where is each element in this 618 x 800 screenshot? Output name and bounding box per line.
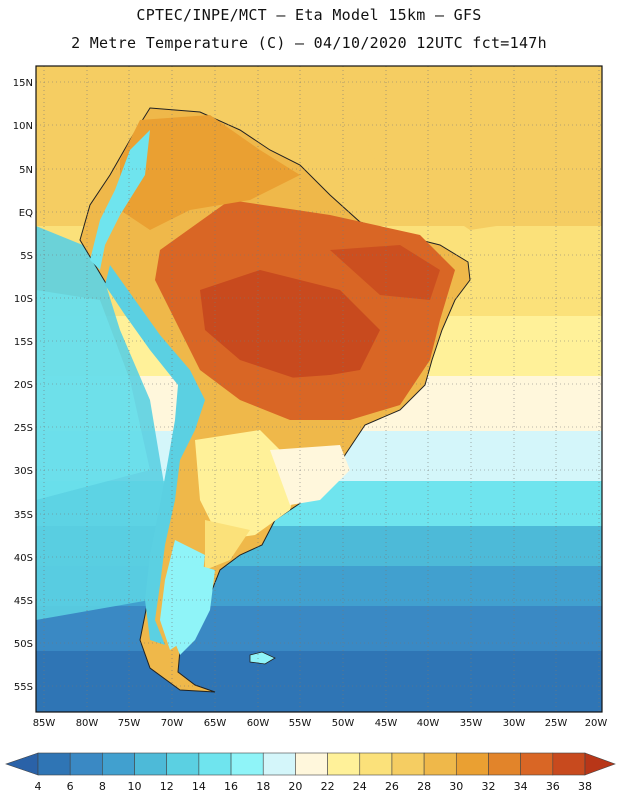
colorbar-swatch <box>230 752 264 776</box>
latitude-labels: 15N 10N 5N EQ 5S 10S 15S 20S 25S 30S 35S… <box>13 78 33 693</box>
colorbar-tick-label: 8 <box>99 780 106 793</box>
colorbar-swatch <box>262 752 296 776</box>
lat-label: 35S <box>14 510 33 521</box>
colorbar-tick-label: 14 <box>192 780 206 793</box>
lat-label: EQ <box>19 208 33 219</box>
colorbar-swatch <box>102 752 135 776</box>
lon-label: 20W <box>585 718 608 729</box>
colorbar-tick-label: 16 <box>224 780 238 793</box>
lat-label: 20S <box>14 380 33 391</box>
lon-label: 25W <box>545 718 568 729</box>
colorbar-tick-label: 34 <box>514 780 528 793</box>
colorbar-tick-label: 6 <box>67 780 74 793</box>
lat-label: 30S <box>14 466 33 477</box>
lon-label: 65W <box>204 718 227 729</box>
colorbar-swatch <box>327 752 361 776</box>
colorbar-swatch <box>391 752 425 776</box>
temperature-field <box>36 66 602 712</box>
colorbar-swatch <box>520 752 554 776</box>
lon-label: 85W <box>33 718 56 729</box>
lon-label: 80W <box>76 718 99 729</box>
lat-label: 5N <box>19 165 33 176</box>
lon-label: 40W <box>417 718 440 729</box>
lon-label: 35W <box>460 718 483 729</box>
colorbar-tick-label: 18 <box>256 780 270 793</box>
lat-label: 5S <box>20 251 33 262</box>
lon-label: 60W <box>247 718 270 729</box>
colorbar: 4 6 8 10 12 14 16 18 20 22 24 26 28 30 32 34 36 38 <box>5 752 616 793</box>
colorbar-swatch <box>552 752 586 776</box>
lon-label: 30W <box>503 718 526 729</box>
longitude-labels: 85W 80W 75W 70W 65W 60W 55W 50W 45W 40W … <box>33 718 608 729</box>
lat-label: 50S <box>14 639 33 650</box>
colorbar-right-arrow <box>584 752 616 776</box>
colorbar-tick-label: 22 <box>321 780 335 793</box>
lon-label: 55W <box>289 718 312 729</box>
lat-label: 25S <box>14 423 33 434</box>
colorbar-tick-label: 24 <box>353 780 367 793</box>
colorbar-tick-label: 10 <box>128 780 142 793</box>
lat-label: 10S <box>14 294 33 305</box>
lat-label: 10N <box>13 121 33 132</box>
lon-label: 45W <box>375 718 398 729</box>
colorbar-tick-label: 20 <box>288 780 302 793</box>
lat-label: 15N <box>13 78 33 89</box>
colorbar-swatch <box>455 752 489 776</box>
colorbar-swatch <box>69 752 103 776</box>
colorbar-tick-label: 28 <box>417 780 431 793</box>
lat-label: 55S <box>14 682 33 693</box>
colorbar-left-arrow <box>5 752 39 776</box>
colorbar-swatch <box>295 752 328 776</box>
map-frame <box>35 65 603 713</box>
chart-title: CPTEC/INPE/MCT – Eta Model 15km – GFS <box>136 6 482 24</box>
colorbar-swatch <box>488 752 521 776</box>
chart-subtitle: 2 Metre Temperature (C) – 04/10/2020 12U… <box>71 34 547 52</box>
colorbar-swatch <box>166 752 200 776</box>
lat-label: 45S <box>14 596 33 607</box>
lat-label: 40S <box>14 553 33 564</box>
colorbar-tick-label: 38 <box>578 780 592 793</box>
lon-label: 70W <box>161 718 184 729</box>
colorbar-tick-label: 26 <box>385 780 399 793</box>
colorbar-swatch <box>359 752 393 776</box>
colorbar-tick-label: 36 <box>546 780 560 793</box>
colorbar-swatch <box>134 752 168 776</box>
colorbar-tick-label: 30 <box>449 780 463 793</box>
colorbar-tick-label: 12 <box>160 780 174 793</box>
colorbar-tick-label: 4 <box>35 780 42 793</box>
colorbar-swatch <box>198 752 232 776</box>
colorbar-swatch <box>37 752 71 776</box>
lon-label: 50W <box>332 718 355 729</box>
colorbar-swatch <box>423 752 457 776</box>
colorbar-tick-label: 32 <box>481 780 495 793</box>
lat-label: 15S <box>14 337 33 348</box>
lon-label: 75W <box>118 718 141 729</box>
